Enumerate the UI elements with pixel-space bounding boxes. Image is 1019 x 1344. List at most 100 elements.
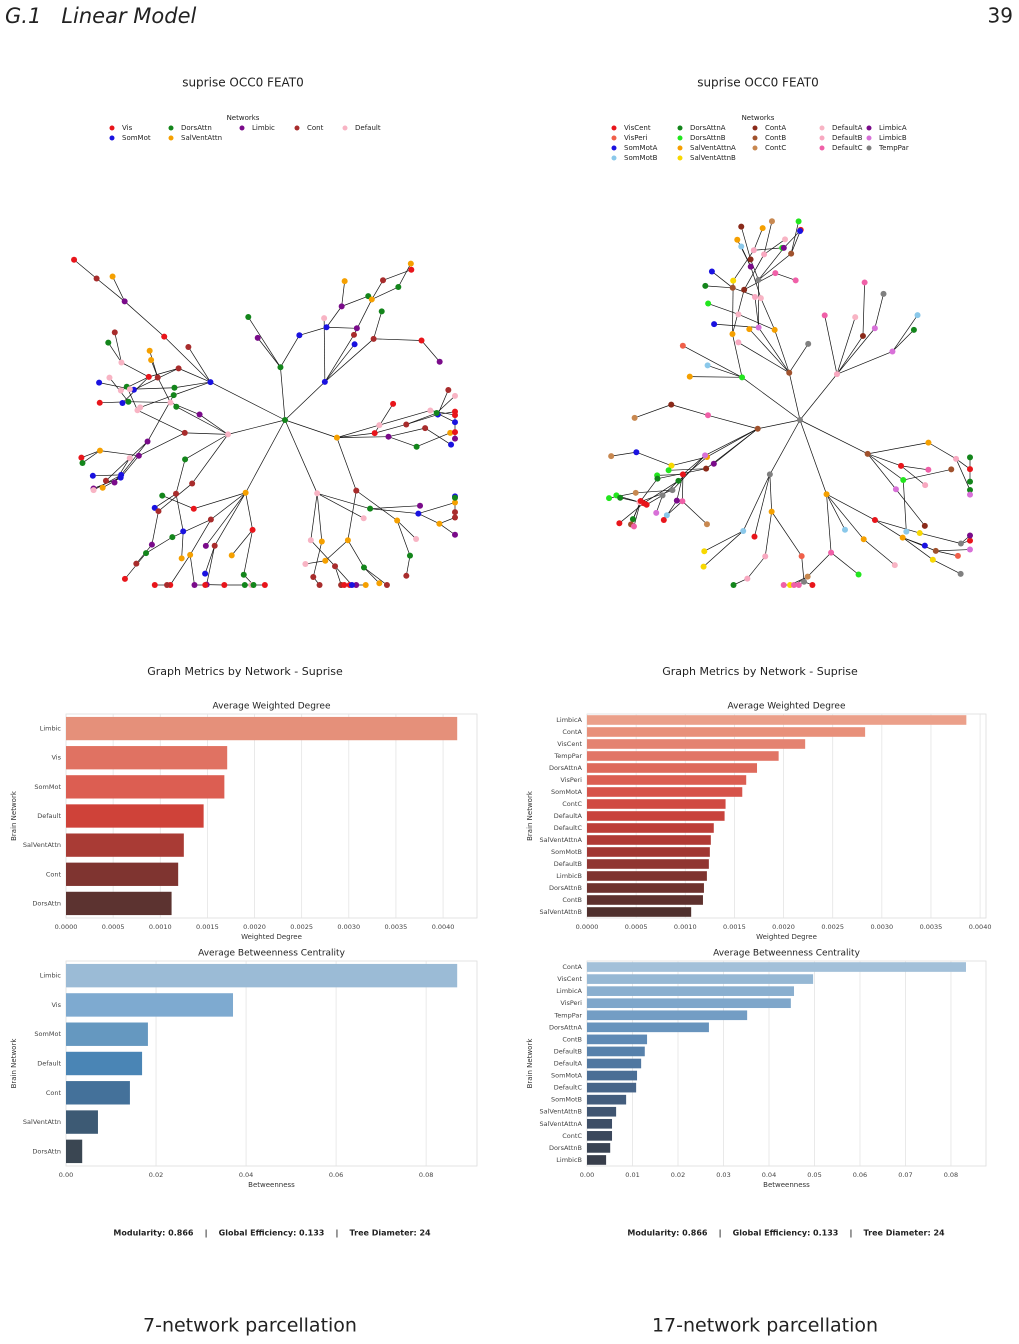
graph-node [823, 491, 830, 498]
graph-edge [310, 493, 318, 541]
graph-node [859, 332, 866, 339]
graph-edge [620, 497, 640, 503]
graph-edge [783, 230, 801, 249]
graph-node [751, 293, 758, 300]
graph-node [663, 512, 670, 519]
bar [66, 963, 458, 988]
legend-marker [866, 125, 872, 131]
graph-node [880, 290, 887, 297]
graph-edge [826, 494, 832, 553]
graph-edge [316, 493, 323, 542]
graph-edge [334, 566, 353, 586]
graph-node [957, 570, 964, 577]
y-axis-label: Brain Network [10, 1038, 18, 1089]
graph-edge [347, 540, 365, 568]
graph-node [755, 276, 762, 283]
graph-node [202, 542, 209, 549]
graph-node [182, 456, 189, 463]
graph-edge [363, 567, 380, 584]
legend-title: Networks [742, 114, 775, 122]
graph-node [190, 505, 197, 512]
graph-node [660, 517, 667, 524]
graph-node [703, 465, 710, 472]
graph-edge [919, 532, 961, 544]
y-tick-label: Default [37, 812, 61, 820]
graph-node [702, 452, 709, 459]
graph-edge [666, 500, 683, 516]
graph-node [966, 546, 973, 553]
graph-edge [398, 263, 412, 288]
legend-label: Default [355, 124, 381, 132]
legend-marker [611, 155, 617, 161]
graph-node [170, 392, 177, 399]
y-tick-label: ContC [562, 800, 582, 808]
graph-node [370, 335, 377, 342]
bar [587, 847, 710, 857]
chart-title: Average Weighted Degree [212, 702, 331, 712]
graph-node [852, 314, 859, 321]
graph-edge [741, 377, 801, 421]
graph-node [225, 431, 232, 438]
graph-node [143, 550, 150, 557]
graph-edge [874, 293, 884, 329]
y-tick-label: SomMotB [551, 848, 582, 856]
y-tick-label: SomMotB [551, 1096, 582, 1104]
caption: 17-network parcellation [652, 1315, 878, 1337]
bar [587, 1082, 637, 1093]
graph-edge [706, 428, 758, 458]
y-tick-label: TempPar [553, 752, 582, 760]
bar [587, 715, 967, 725]
graph-edge [836, 335, 864, 375]
graph-node [445, 386, 452, 393]
graph-edge [436, 395, 456, 414]
graph-node [637, 498, 644, 505]
graph-edge [424, 427, 452, 445]
graph-node [417, 502, 424, 509]
x-axis-label: Betweenness [248, 1181, 295, 1189]
graph-edge [148, 368, 179, 378]
graph-node [705, 300, 712, 307]
legend-marker [752, 135, 758, 141]
graph-edge [379, 410, 431, 426]
y-tick-label: Cont [46, 870, 62, 878]
bar [587, 871, 707, 881]
legend-label: SalVentAttn [181, 134, 222, 142]
graph-node [766, 471, 773, 478]
y-tick-label: SomMotA [551, 788, 583, 796]
bar [587, 907, 692, 917]
graph-node [413, 536, 420, 543]
graph-node [967, 537, 973, 544]
graph-edge [902, 480, 907, 532]
graph-node [367, 505, 374, 512]
legend-label: LimbicA [879, 124, 907, 132]
graph-node [768, 508, 775, 515]
y-tick-label: SalVentAttnB [539, 1108, 582, 1116]
graph-edge [184, 432, 229, 435]
graph-node [155, 508, 162, 515]
bar [587, 799, 726, 809]
graph-node [734, 236, 741, 243]
graph-node [790, 582, 797, 588]
graph-edge [374, 403, 394, 434]
bar [587, 787, 743, 797]
graph-edge [205, 492, 246, 547]
graph-edge [341, 295, 369, 307]
graph-edge [73, 259, 97, 279]
graph-node [452, 494, 458, 501]
graph-edge [769, 474, 773, 512]
bar [587, 775, 747, 785]
graph-node [202, 582, 209, 588]
graph-edge [713, 428, 758, 465]
graph-edge [769, 419, 801, 475]
graph-node [750, 247, 757, 254]
x-axis-label: Weighted Degree [241, 933, 302, 941]
graph-edge [928, 442, 957, 460]
y-tick-label: SalVentAttn [23, 1118, 61, 1126]
graph-edge [867, 453, 897, 490]
legend-label: DefaultC [832, 144, 863, 152]
x-tick-label: 0.0030 [337, 923, 360, 931]
graph-edge [788, 372, 801, 421]
graph-node [90, 487, 97, 494]
graph-edge [704, 428, 758, 456]
graph-edge [280, 335, 300, 368]
